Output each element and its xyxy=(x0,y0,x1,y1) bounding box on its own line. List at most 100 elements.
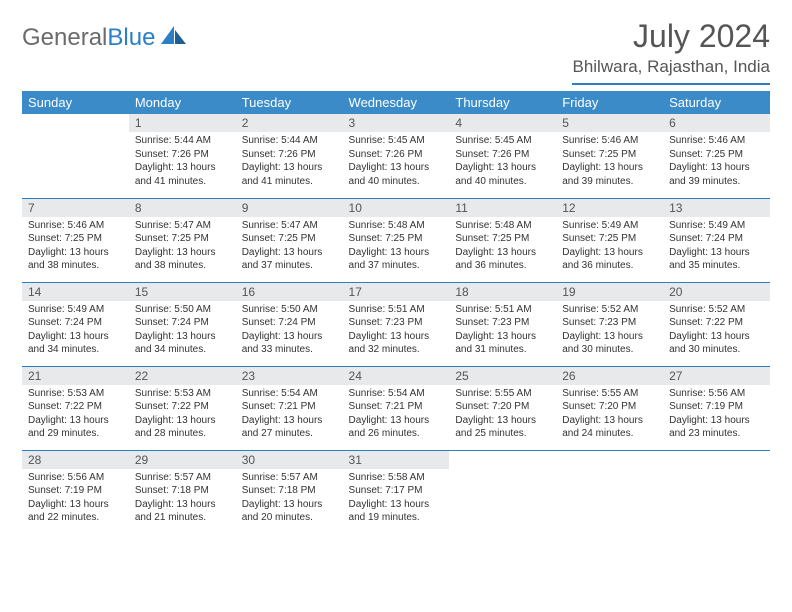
day-content: Sunrise: 5:57 AMSunset: 7:18 PMDaylight:… xyxy=(129,469,236,529)
calendar-cell: 20Sunrise: 5:52 AMSunset: 7:22 PMDayligh… xyxy=(663,282,770,366)
calendar-cell: 19Sunrise: 5:52 AMSunset: 7:23 PMDayligh… xyxy=(556,282,663,366)
calendar-cell: 7Sunrise: 5:46 AMSunset: 7:25 PMDaylight… xyxy=(22,198,129,282)
day-number: 30 xyxy=(236,451,343,469)
header: GeneralBlue July 2024 Bhilwara, Rajastha… xyxy=(22,18,770,85)
daylight-line: Daylight: 13 hours and 28 minutes. xyxy=(135,414,230,441)
day-content: Sunrise: 5:52 AMSunset: 7:22 PMDaylight:… xyxy=(663,301,770,361)
weekday-header: Thursday xyxy=(449,91,556,114)
day-content: Sunrise: 5:55 AMSunset: 7:20 PMDaylight:… xyxy=(449,385,556,445)
calendar-cell: 18Sunrise: 5:51 AMSunset: 7:23 PMDayligh… xyxy=(449,282,556,366)
calendar-cell: 25Sunrise: 5:55 AMSunset: 7:20 PMDayligh… xyxy=(449,366,556,450)
sunrise-line: Sunrise: 5:57 AM xyxy=(242,471,337,485)
sunrise-line: Sunrise: 5:45 AM xyxy=(349,134,444,148)
sunrise-line: Sunrise: 5:55 AM xyxy=(455,387,550,401)
day-content: Sunrise: 5:48 AMSunset: 7:25 PMDaylight:… xyxy=(449,217,556,277)
sunrise-line: Sunrise: 5:45 AM xyxy=(455,134,550,148)
sunset-line: Sunset: 7:25 PM xyxy=(349,232,444,246)
sunrise-line: Sunrise: 5:44 AM xyxy=(242,134,337,148)
sunset-line: Sunset: 7:21 PM xyxy=(242,400,337,414)
daylight-line: Daylight: 13 hours and 30 minutes. xyxy=(562,330,657,357)
day-number: 24 xyxy=(343,367,450,385)
day-content: Sunrise: 5:53 AMSunset: 7:22 PMDaylight:… xyxy=(22,385,129,445)
day-content: Sunrise: 5:57 AMSunset: 7:18 PMDaylight:… xyxy=(236,469,343,529)
sunset-line: Sunset: 7:17 PM xyxy=(349,484,444,498)
sunrise-line: Sunrise: 5:52 AM xyxy=(562,303,657,317)
calendar-cell: 9Sunrise: 5:47 AMSunset: 7:25 PMDaylight… xyxy=(236,198,343,282)
daylight-line: Daylight: 13 hours and 30 minutes. xyxy=(669,330,764,357)
calendar-cell: 8Sunrise: 5:47 AMSunset: 7:25 PMDaylight… xyxy=(129,198,236,282)
sunrise-line: Sunrise: 5:53 AM xyxy=(135,387,230,401)
day-content: Sunrise: 5:47 AMSunset: 7:25 PMDaylight:… xyxy=(236,217,343,277)
daylight-line: Daylight: 13 hours and 40 minutes. xyxy=(455,161,550,188)
day-content: Sunrise: 5:52 AMSunset: 7:23 PMDaylight:… xyxy=(556,301,663,361)
day-content: Sunrise: 5:51 AMSunset: 7:23 PMDaylight:… xyxy=(343,301,450,361)
calendar-row: 21Sunrise: 5:53 AMSunset: 7:22 PMDayligh… xyxy=(22,366,770,450)
day-content: Sunrise: 5:46 AMSunset: 7:25 PMDaylight:… xyxy=(22,217,129,277)
day-number: 29 xyxy=(129,451,236,469)
sunset-line: Sunset: 7:26 PM xyxy=(455,148,550,162)
daylight-line: Daylight: 13 hours and 32 minutes. xyxy=(349,330,444,357)
calendar-cell: 3Sunrise: 5:45 AMSunset: 7:26 PMDaylight… xyxy=(343,114,450,198)
sunset-line: Sunset: 7:23 PM xyxy=(455,316,550,330)
sunset-line: Sunset: 7:18 PM xyxy=(242,484,337,498)
calendar-cell: 21Sunrise: 5:53 AMSunset: 7:22 PMDayligh… xyxy=(22,366,129,450)
day-content: Sunrise: 5:56 AMSunset: 7:19 PMDaylight:… xyxy=(663,385,770,445)
sunset-line: Sunset: 7:25 PM xyxy=(455,232,550,246)
day-number: 17 xyxy=(343,283,450,301)
sunset-line: Sunset: 7:26 PM xyxy=(242,148,337,162)
day-content: Sunrise: 5:50 AMSunset: 7:24 PMDaylight:… xyxy=(129,301,236,361)
daylight-line: Daylight: 13 hours and 35 minutes. xyxy=(669,246,764,273)
day-number: 11 xyxy=(449,199,556,217)
calendar-cell: 30Sunrise: 5:57 AMSunset: 7:18 PMDayligh… xyxy=(236,450,343,534)
sunrise-line: Sunrise: 5:48 AM xyxy=(349,219,444,233)
day-content: Sunrise: 5:48 AMSunset: 7:25 PMDaylight:… xyxy=(343,217,450,277)
logo-sail-icon xyxy=(161,26,187,51)
sunrise-line: Sunrise: 5:56 AM xyxy=(669,387,764,401)
calendar-body: .1Sunrise: 5:44 AMSunset: 7:26 PMDayligh… xyxy=(22,114,770,534)
daylight-line: Daylight: 13 hours and 31 minutes. xyxy=(455,330,550,357)
daylight-line: Daylight: 13 hours and 37 minutes. xyxy=(242,246,337,273)
sunrise-line: Sunrise: 5:53 AM xyxy=(28,387,123,401)
day-number: 12 xyxy=(556,199,663,217)
day-content: Sunrise: 5:45 AMSunset: 7:26 PMDaylight:… xyxy=(343,132,450,192)
calendar-cell: 15Sunrise: 5:50 AMSunset: 7:24 PMDayligh… xyxy=(129,282,236,366)
sunset-line: Sunset: 7:23 PM xyxy=(562,316,657,330)
sunrise-line: Sunrise: 5:56 AM xyxy=(28,471,123,485)
calendar-cell: 24Sunrise: 5:54 AMSunset: 7:21 PMDayligh… xyxy=(343,366,450,450)
day-content: Sunrise: 5:46 AMSunset: 7:25 PMDaylight:… xyxy=(663,132,770,192)
daylight-line: Daylight: 13 hours and 24 minutes. xyxy=(562,414,657,441)
calendar-cell: . xyxy=(22,114,129,198)
daylight-line: Daylight: 13 hours and 38 minutes. xyxy=(28,246,123,273)
sunrise-line: Sunrise: 5:54 AM xyxy=(349,387,444,401)
sunrise-line: Sunrise: 5:58 AM xyxy=(349,471,444,485)
daylight-line: Daylight: 13 hours and 33 minutes. xyxy=(242,330,337,357)
day-content: Sunrise: 5:44 AMSunset: 7:26 PMDaylight:… xyxy=(129,132,236,192)
calendar-cell: . xyxy=(663,450,770,534)
sunset-line: Sunset: 7:25 PM xyxy=(28,232,123,246)
weekday-header: Wednesday xyxy=(343,91,450,114)
day-number: 2 xyxy=(236,114,343,132)
weekday-header-row: SundayMondayTuesdayWednesdayThursdayFrid… xyxy=(22,91,770,114)
sunset-line: Sunset: 7:19 PM xyxy=(669,400,764,414)
daylight-line: Daylight: 13 hours and 34 minutes. xyxy=(28,330,123,357)
day-number: 21 xyxy=(22,367,129,385)
calendar-cell: 17Sunrise: 5:51 AMSunset: 7:23 PMDayligh… xyxy=(343,282,450,366)
sunset-line: Sunset: 7:19 PM xyxy=(28,484,123,498)
calendar-cell: 10Sunrise: 5:48 AMSunset: 7:25 PMDayligh… xyxy=(343,198,450,282)
calendar-cell: 29Sunrise: 5:57 AMSunset: 7:18 PMDayligh… xyxy=(129,450,236,534)
calendar-table: SundayMondayTuesdayWednesdayThursdayFrid… xyxy=(22,91,770,534)
day-number: 28 xyxy=(22,451,129,469)
day-content: Sunrise: 5:49 AMSunset: 7:24 PMDaylight:… xyxy=(22,301,129,361)
weekday-header: Saturday xyxy=(663,91,770,114)
daylight-line: Daylight: 13 hours and 25 minutes. xyxy=(455,414,550,441)
sunset-line: Sunset: 7:22 PM xyxy=(28,400,123,414)
sunset-line: Sunset: 7:26 PM xyxy=(135,148,230,162)
day-content: Sunrise: 5:53 AMSunset: 7:22 PMDaylight:… xyxy=(129,385,236,445)
daylight-line: Daylight: 13 hours and 22 minutes. xyxy=(28,498,123,525)
day-number: 26 xyxy=(556,367,663,385)
sunrise-line: Sunrise: 5:49 AM xyxy=(669,219,764,233)
sunset-line: Sunset: 7:24 PM xyxy=(242,316,337,330)
sunrise-line: Sunrise: 5:54 AM xyxy=(242,387,337,401)
daylight-line: Daylight: 13 hours and 37 minutes. xyxy=(349,246,444,273)
daylight-line: Daylight: 13 hours and 29 minutes. xyxy=(28,414,123,441)
